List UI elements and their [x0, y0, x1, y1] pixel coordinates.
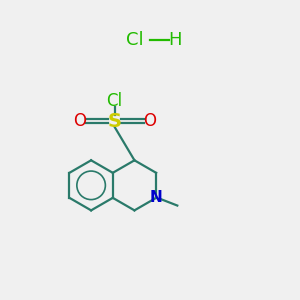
Text: O: O	[143, 112, 157, 130]
Text: Cl: Cl	[106, 92, 123, 110]
Text: Cl: Cl	[127, 31, 144, 49]
Text: S: S	[108, 112, 122, 130]
Text: O: O	[73, 112, 86, 130]
Text: N: N	[150, 190, 163, 205]
Text: H: H	[168, 31, 182, 49]
